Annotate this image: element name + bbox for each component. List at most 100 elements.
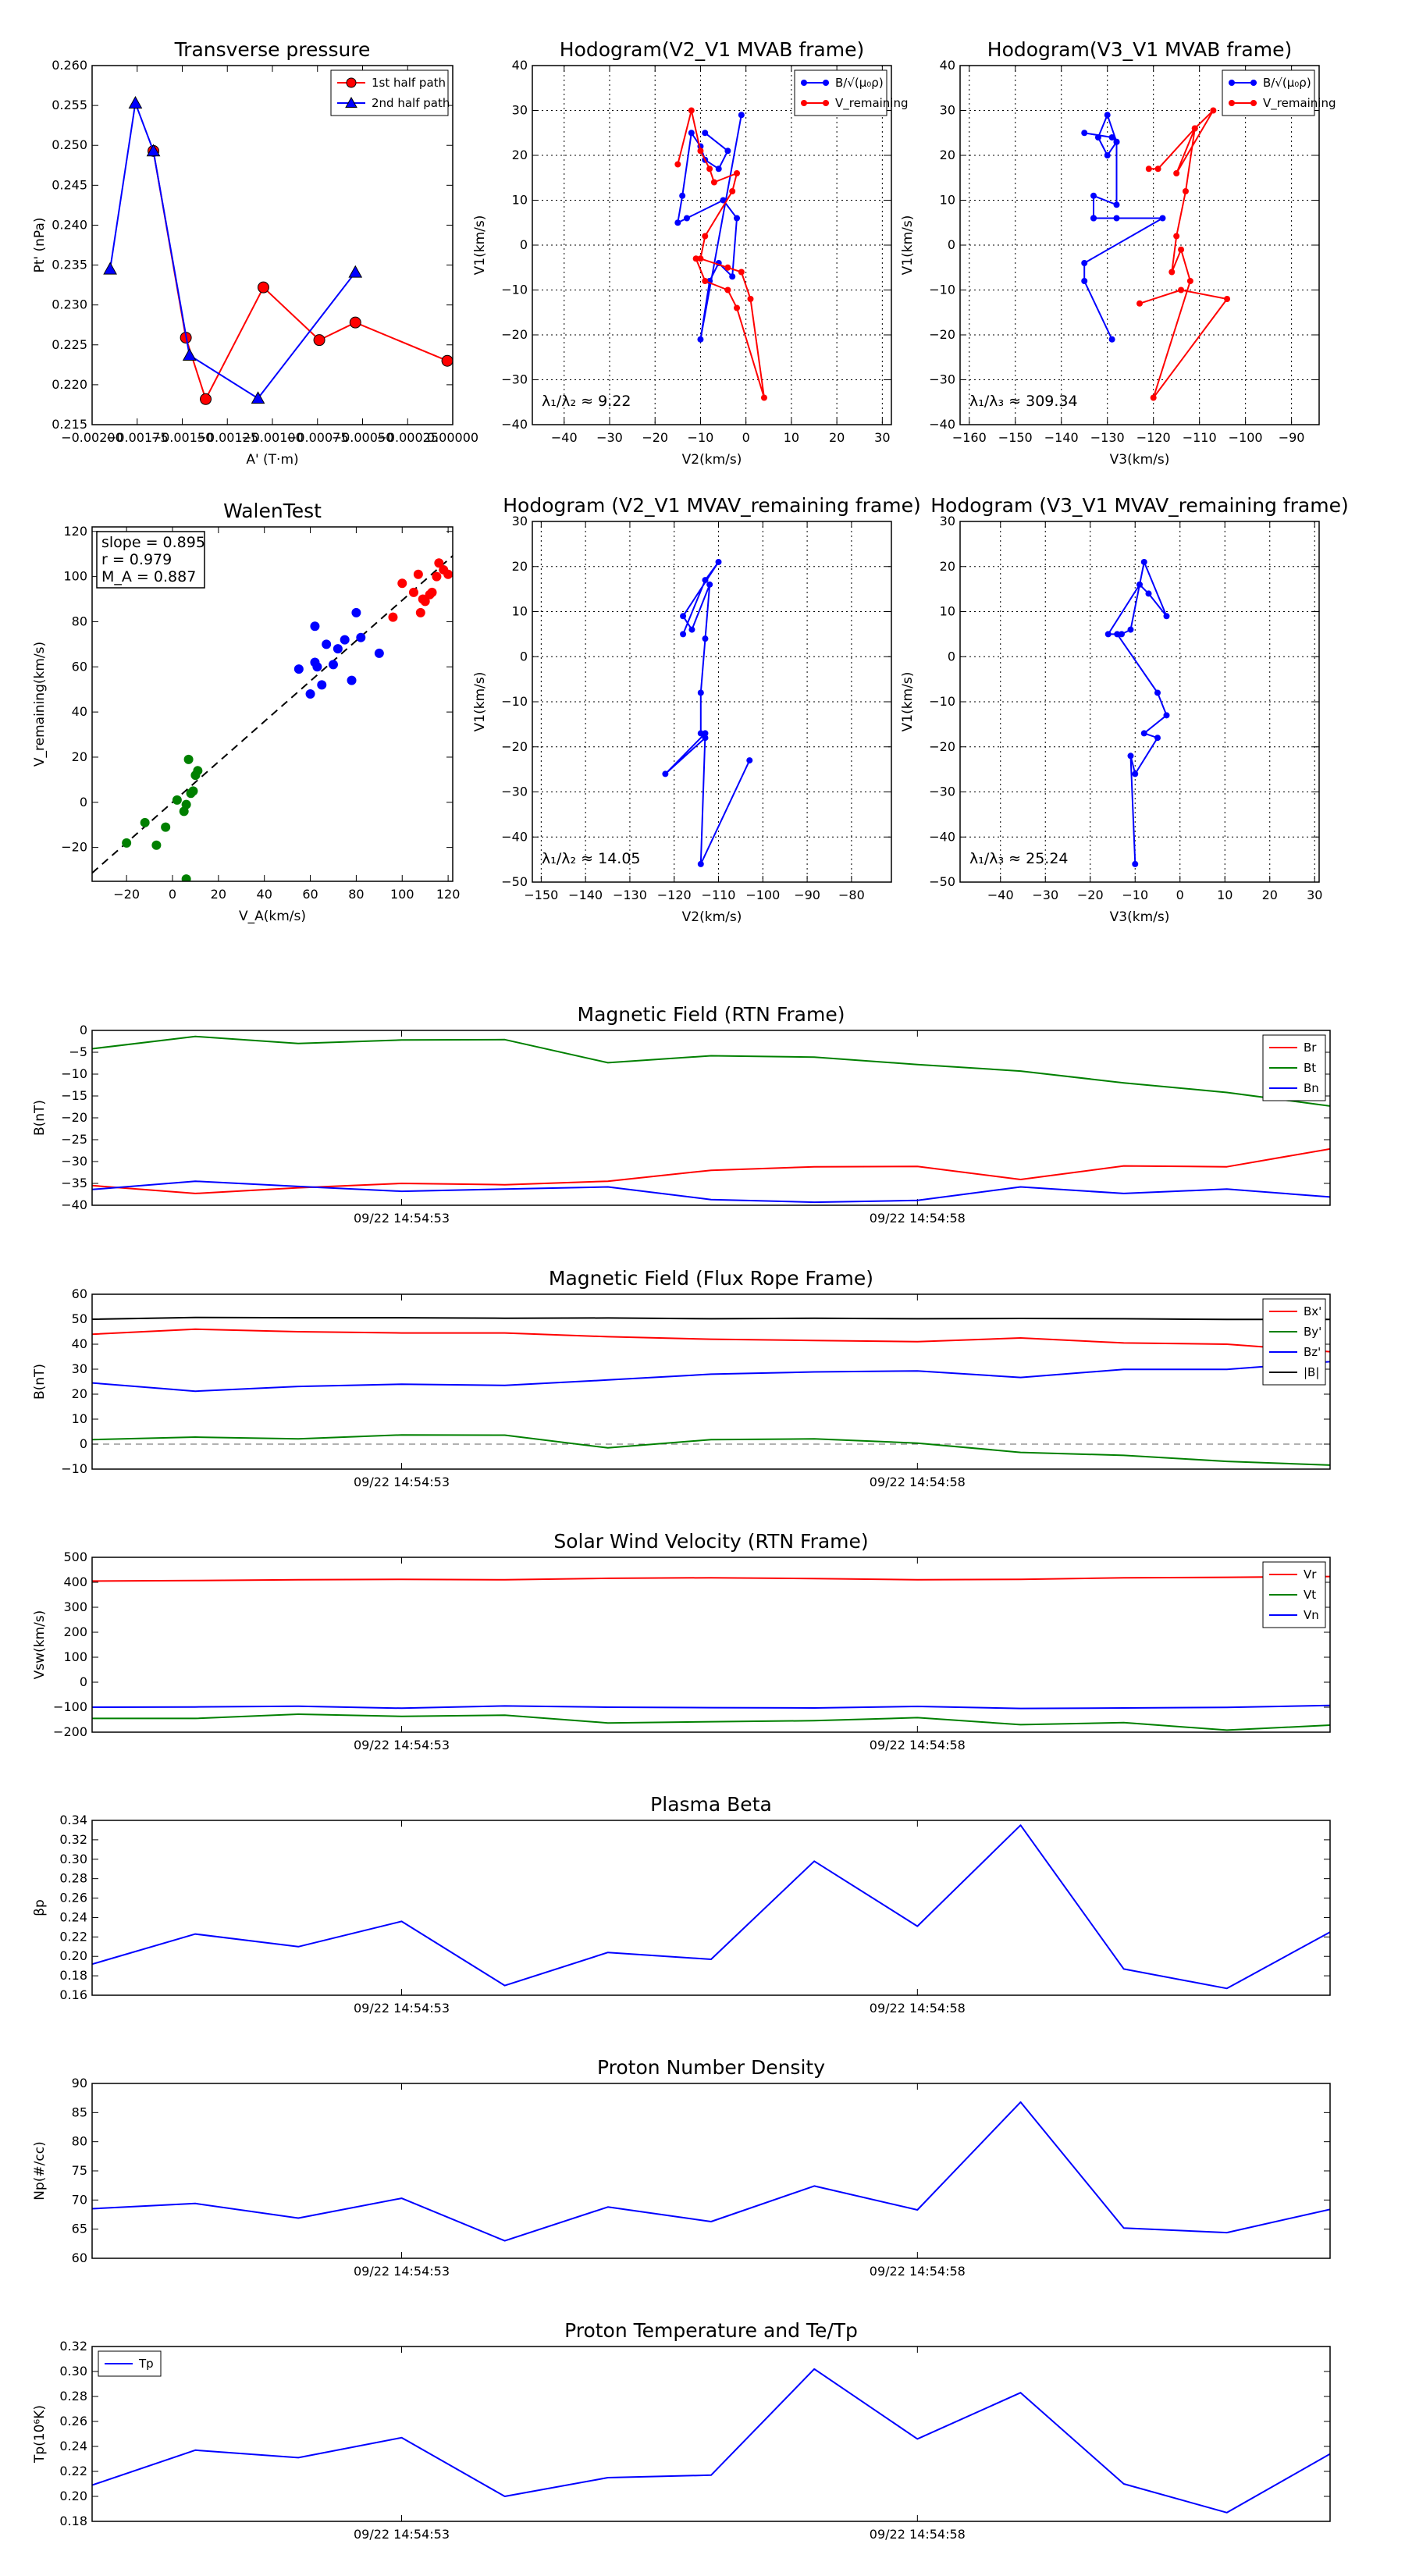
x-tick-label: −0.00100 xyxy=(241,430,304,445)
marker-dot xyxy=(1113,201,1120,208)
y-tick-label: −50 xyxy=(929,874,955,889)
series-line-B/√(μ₀ρ) xyxy=(1083,114,1164,340)
series-line-By' xyxy=(92,1434,1330,1466)
marker-dot xyxy=(688,107,695,114)
marker-triangle xyxy=(128,96,143,109)
legend-marker xyxy=(1250,100,1257,106)
x-tick-label: −0.00125 xyxy=(196,430,258,445)
y-tick-label: −10 xyxy=(929,694,955,709)
marker-dot xyxy=(679,192,686,199)
y-tick-label: −50 xyxy=(501,874,528,889)
x-tick-label: −100 xyxy=(745,888,780,902)
marker-dot xyxy=(729,273,736,280)
y-tick-label: 0.26 xyxy=(59,1891,87,1905)
scatter-point-blue xyxy=(310,657,320,667)
x-tick-label: 09/22 14:54:53 xyxy=(354,2264,450,2279)
x-tick-label: 20 xyxy=(211,887,226,902)
marker-dot xyxy=(1168,269,1176,276)
series-line-B/√(μ₀ρ) xyxy=(677,115,742,340)
y-tick-label: −200 xyxy=(53,1724,87,1739)
x-tick-label: 20 xyxy=(1262,888,1278,902)
marker-dot xyxy=(710,179,717,186)
y-axis-label: Pt' (nPa) xyxy=(32,218,48,273)
y-tick-label: 0.225 xyxy=(52,337,87,352)
x-tick-label: 09/22 14:54:53 xyxy=(354,2001,450,2016)
x-tick-label: 09/22 14:54:58 xyxy=(870,2527,966,2542)
stats-box-frame xyxy=(96,531,205,589)
x-tick-label: 0 xyxy=(742,430,750,445)
chart-h4: Hodogram (V3_V1 MVAV_remaining frame) −50… xyxy=(900,494,1349,925)
marker-dot xyxy=(1090,192,1097,199)
chart-h2: Hodogram(V3_V1 MVAB frame)−40−30−20−1001… xyxy=(900,38,1336,468)
marker-dot xyxy=(702,735,709,742)
y-tick-label: 0 xyxy=(948,237,955,252)
legend-marker xyxy=(823,100,829,106)
marker-dot xyxy=(683,215,690,222)
y-tick-label: 0.260 xyxy=(52,58,87,73)
marker-dot xyxy=(1104,152,1111,158)
y-tick-label: −40 xyxy=(929,829,955,844)
marker-dot xyxy=(1191,125,1198,132)
x-tick-label: −160 xyxy=(952,430,987,445)
legend-label: Vr xyxy=(1304,1567,1317,1582)
legend: B/√(μ₀ρ) V_remaining xyxy=(1222,69,1336,116)
x-tick-label: −100 xyxy=(1229,430,1263,445)
marker-dot xyxy=(674,219,681,226)
y-tick-label: 20 xyxy=(72,1386,87,1401)
marker-dot xyxy=(702,233,709,240)
legend-marker xyxy=(823,80,829,86)
legend-marker xyxy=(1250,80,1257,86)
x-tick-label: 60 xyxy=(302,887,318,902)
x-tick-label: 09/22 14:54:53 xyxy=(354,1211,450,1226)
y-tick-label: 40 xyxy=(940,58,955,73)
y-tick-label: 0.30 xyxy=(59,1852,87,1866)
marker-dot xyxy=(729,188,736,194)
y-axis-label: B(nT) xyxy=(32,1100,48,1136)
chart-title: Proton Temperature and Te/Tp xyxy=(564,2319,858,2342)
y-tick-label: −25 xyxy=(61,1132,87,1147)
plot-border xyxy=(959,521,1320,883)
marker-dot xyxy=(1104,631,1112,638)
y-tick-label: 30 xyxy=(72,1361,87,1376)
scatter-point-green xyxy=(122,838,132,848)
legend-marker xyxy=(801,100,807,106)
scatter-point-red xyxy=(420,596,430,607)
scatter-point-blue xyxy=(310,621,320,632)
series-line-|B| xyxy=(92,1316,1330,1321)
x-tick-label: −110 xyxy=(702,888,736,902)
x-tick-label: −90 xyxy=(794,888,820,902)
x-tick-label: 80 xyxy=(348,887,364,902)
x-tick-label: 40 xyxy=(257,887,272,902)
marker-dot xyxy=(715,558,722,565)
series-line-Bz' xyxy=(92,1361,1330,1393)
y-tick-label: 0.20 xyxy=(59,2489,87,2503)
plot-area xyxy=(92,1316,1330,1466)
y-tick-label: 75 xyxy=(72,2163,87,2178)
y-tick-label: 0 xyxy=(948,649,955,664)
y-tick-label: 0.230 xyxy=(52,297,87,312)
marker-dot xyxy=(1136,581,1143,588)
scatter-point-blue xyxy=(328,660,338,670)
plot-border xyxy=(91,2346,1331,2522)
scatter-point-green xyxy=(140,817,150,827)
marker-dot xyxy=(1114,631,1121,638)
y-tick-label: 30 xyxy=(940,514,955,528)
x-tick-label: −20 xyxy=(113,887,140,902)
y-tick-label: 30 xyxy=(940,103,955,118)
x-tick-label: 09/22 14:54:58 xyxy=(870,2001,966,2016)
marker-dot xyxy=(697,689,704,696)
y-tick-label: −10 xyxy=(501,694,528,709)
chart-title: Hodogram (V3_V1 MVAV_remaining frame) xyxy=(930,494,1349,517)
y-tick-label: 300 xyxy=(63,1599,87,1614)
y-tick-label: 0 xyxy=(80,1436,87,1451)
y-tick-label: 90 xyxy=(72,2076,87,2090)
y-axis-label: V1(km/s) xyxy=(472,215,488,276)
marker-dot xyxy=(734,304,741,311)
x-tick-label: 09/22 14:54:53 xyxy=(354,1738,450,1752)
marker-dot xyxy=(724,148,731,155)
scatter-point-red xyxy=(434,558,444,568)
x-tick-label: 120 xyxy=(436,887,461,902)
y-tick-label: −10 xyxy=(929,283,955,297)
y-tick-label: −30 xyxy=(929,785,955,799)
y-tick-label: 0.28 xyxy=(59,1871,87,1886)
